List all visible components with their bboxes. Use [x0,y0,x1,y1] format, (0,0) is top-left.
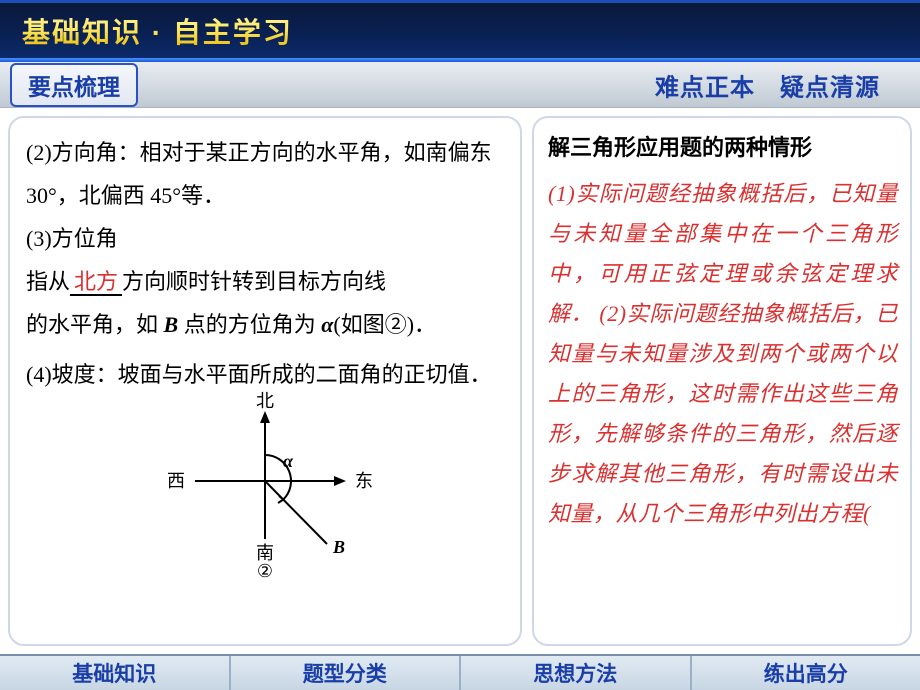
sub-bar: 要点梳理 难点正本 疑点清源 [0,62,920,108]
compass-diagram: 北 南 东 西 α B ② [26,389,504,579]
p3-bname: B [164,312,179,337]
p3-l2c: (如图②)． [333,312,436,337]
p3-l2b: 点的方位角为 [178,312,321,337]
footer-tab-2[interactable]: 题型分类 [231,656,462,690]
content: (2)方向角：相对于某正方向的水平角，如南偏东 30°，北偏西 45°等． (3… [0,108,920,646]
sub-right: 难点正本 疑点清源 [655,67,880,102]
right-panel: 解三角形应用题的两种情形 (1)实际问题经抽象概括后，已知量与未知量全部集中在一… [532,116,912,646]
alpha-label: α [283,451,294,471]
dir-west: 西 [167,471,185,491]
right-title: 解三角形应用题的两种情形 [548,128,898,168]
left-panel: (2)方向角：相对于某正方向的水平角，如南偏东 30°，北偏西 45°等． (3… [8,116,522,646]
fig-label: ② [257,561,273,579]
para-3-line1: 指从北方方向顺时针转到目标方向线 [26,261,504,304]
para-3-label: (3)方位角 [26,218,504,261]
header-title: 基础知识 · 自主学习 [22,11,293,51]
right-body: (1)实际问题经抽象概括后，已知量与未知量全部集中在一个三角形中，可用正弦定理或… [548,174,898,534]
footer-tab-3[interactable]: 思想方法 [461,656,692,690]
para-3-line2: 的水平角，如 B 点的方位角为 α(如图②)． [26,304,504,347]
footer-tab-4[interactable]: 练出高分 [692,656,920,690]
dir-north: 北 [256,391,274,411]
p3-a: 指从 [26,269,70,294]
p3-l2a: 的水平角，如 [26,312,164,337]
dir-east: 东 [355,471,373,491]
footer-tabs: 基础知识 题型分类 思想方法 练出高分 [0,654,920,690]
dir-south: 南 [256,543,274,563]
p3-blank: 北方 [70,269,122,296]
p3-b: 方向顺时针转到目标方向线 [122,269,386,294]
header-bar: 基础知识 · 自主学习 [0,0,920,62]
sub-tab[interactable]: 要点梳理 [10,63,138,107]
footer-tab-1[interactable]: 基础知识 [0,656,231,690]
p3-alpha: α [321,312,333,337]
b-label: B [332,537,345,557]
para-2: (2)方向角：相对于某正方向的水平角，如南偏东 30°，北偏西 45°等． [26,132,504,218]
